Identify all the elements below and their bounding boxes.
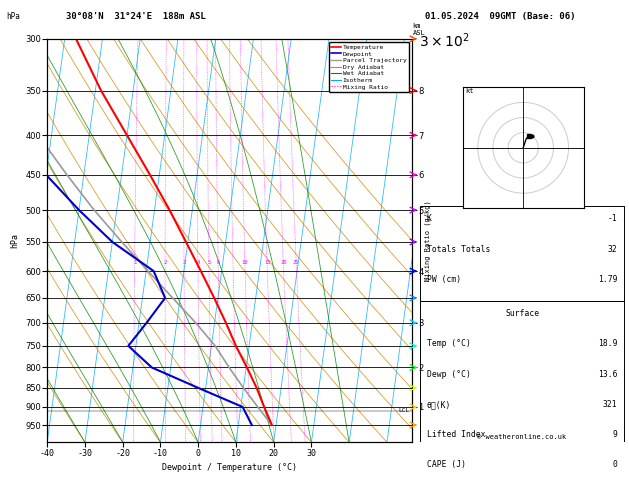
Text: 3: 3 xyxy=(182,260,186,265)
Text: CAPE (J): CAPE (J) xyxy=(426,460,465,469)
Text: Mixing Ratio (g/kg): Mixing Ratio (g/kg) xyxy=(425,200,431,281)
Text: 18.9: 18.9 xyxy=(598,339,618,348)
Text: 15: 15 xyxy=(264,260,270,265)
Text: km
ASL: km ASL xyxy=(413,23,425,36)
Text: 321: 321 xyxy=(603,400,618,409)
Text: 20: 20 xyxy=(280,260,287,265)
Text: kt: kt xyxy=(465,88,474,94)
Text: 9: 9 xyxy=(613,430,618,439)
Text: Surface: Surface xyxy=(505,309,539,318)
Text: Dewp (°C): Dewp (°C) xyxy=(426,370,470,379)
Text: 1.79: 1.79 xyxy=(598,275,618,284)
Text: hPa: hPa xyxy=(6,12,20,21)
Text: 01.05.2024  09GMT (Base: 06): 01.05.2024 09GMT (Base: 06) xyxy=(425,12,575,21)
Text: 32: 32 xyxy=(608,244,618,254)
Text: © weatheronline.co.uk: © weatheronline.co.uk xyxy=(477,434,567,440)
Bar xyxy=(420,301,624,486)
Text: LCL: LCL xyxy=(399,408,410,413)
X-axis label: Dewpoint / Temperature (°C): Dewpoint / Temperature (°C) xyxy=(162,463,297,472)
Text: K: K xyxy=(426,214,431,224)
Text: 25: 25 xyxy=(293,260,299,265)
Text: 2: 2 xyxy=(164,260,167,265)
Y-axis label: hPa: hPa xyxy=(11,233,19,248)
Text: 5: 5 xyxy=(208,260,211,265)
Legend: Temperature, Dewpoint, Parcel Trajectory, Dry Adiabat, Wet Adiabat, Isotherm, Mi: Temperature, Dewpoint, Parcel Trajectory… xyxy=(329,42,409,92)
Text: Lifted Index: Lifted Index xyxy=(426,430,485,439)
Text: Totals Totals: Totals Totals xyxy=(426,244,490,254)
Text: 30°08'N  31°24'E  188m ASL: 30°08'N 31°24'E 188m ASL xyxy=(66,12,206,21)
Text: Temp (°C): Temp (°C) xyxy=(426,339,470,348)
Text: -1: -1 xyxy=(608,214,618,224)
Text: PW (cm): PW (cm) xyxy=(426,275,460,284)
Text: 0: 0 xyxy=(613,460,618,469)
Text: 4: 4 xyxy=(196,260,199,265)
Text: 10: 10 xyxy=(242,260,248,265)
Text: 6: 6 xyxy=(216,260,220,265)
Text: 13.6: 13.6 xyxy=(598,370,618,379)
Bar xyxy=(420,206,624,300)
Text: 1: 1 xyxy=(133,260,136,265)
Text: θᴇ(K): θᴇ(K) xyxy=(426,400,451,409)
